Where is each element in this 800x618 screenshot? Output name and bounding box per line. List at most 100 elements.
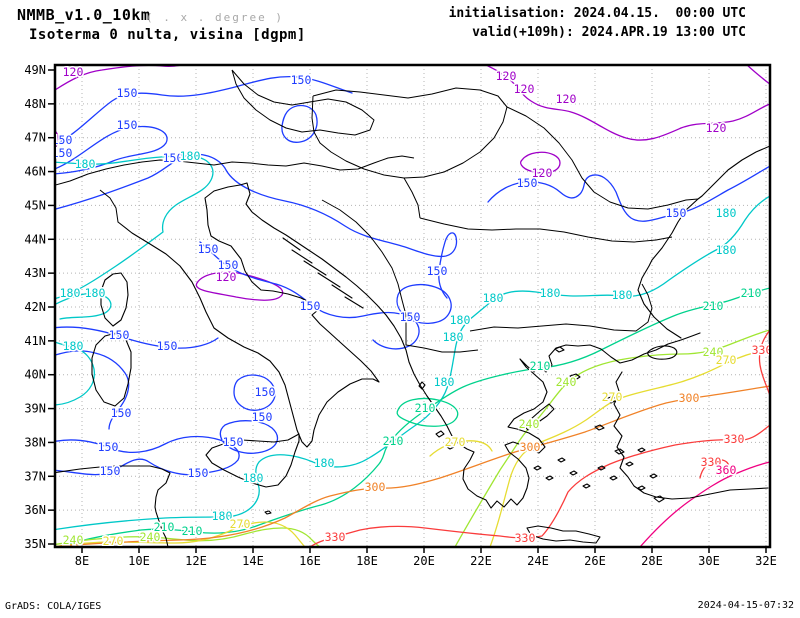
contour-label: 240 <box>63 533 84 547</box>
latitude-label: 38N <box>24 435 46 449</box>
contour-label: 240 <box>703 345 724 359</box>
contour-label: 150 <box>163 151 184 165</box>
contour-label: 150 <box>427 264 448 278</box>
longitude-label: 10E <box>128 554 150 568</box>
contour-label: 180 <box>180 149 201 163</box>
contour-label: 300 <box>679 391 700 405</box>
contour-label: 300 <box>520 440 541 454</box>
border-carpathians <box>506 106 699 210</box>
coast-north-africa <box>56 465 171 546</box>
contour-label: 180 <box>716 243 737 257</box>
latitude-label: 47N <box>24 131 46 145</box>
model-title: NMMB_v1.0_10km <box>17 6 151 24</box>
contour-label: 240 <box>556 375 577 389</box>
contour-label: 180 <box>612 288 633 302</box>
latitude-label: 49N <box>24 63 46 77</box>
initialisation-time: initialisation: 2024.04.15. 00:00 UTC <box>448 6 746 21</box>
longitude-label: 12E <box>185 554 207 568</box>
contour-group-240 <box>56 329 769 546</box>
contour-label: 180 <box>716 206 737 220</box>
latitude-label: 42N <box>24 300 46 314</box>
creation-timestamp: 2024-04-15-07:32 <box>697 600 794 611</box>
contour-label: 210 <box>703 299 724 313</box>
map-frame <box>53 63 772 549</box>
contour-label: 150 <box>52 133 73 147</box>
resolution-note: ( . x . degree ) <box>146 11 284 24</box>
grid-layer <box>56 66 769 546</box>
island-crete <box>526 525 601 544</box>
contour-label: 330 <box>515 531 536 545</box>
island-sardinia <box>91 332 132 407</box>
contour-label: 150 <box>111 406 132 420</box>
contour-label: 120 <box>514 82 535 96</box>
contour-label: 210 <box>182 524 203 538</box>
contour-label: 330 <box>752 343 773 357</box>
contour-label: 210 <box>741 286 762 300</box>
contour-label: 180 <box>540 286 561 300</box>
longitude-label: 32E <box>755 554 777 568</box>
contour-label: 210 <box>530 359 551 373</box>
border-bulgaria-greece <box>469 283 653 332</box>
latitude-label: 48N <box>24 97 46 111</box>
contour-label: 150 <box>52 146 73 160</box>
contour-label: 270 <box>445 435 466 449</box>
contour-label: 270 <box>103 534 124 548</box>
valid-time: valid(+109h): 2024.APR.19 13:00 UTC <box>472 25 746 40</box>
contour-label: 270 <box>716 353 737 367</box>
contour-label: 180 <box>434 375 455 389</box>
contour-label: 330 <box>701 455 722 469</box>
contour-group-180 <box>56 155 769 531</box>
contour-label: 120 <box>216 270 237 284</box>
border-hungary <box>311 87 508 179</box>
contour-label: 180 <box>483 291 504 305</box>
contour-group-210 <box>60 287 769 546</box>
contour-label: 150 <box>98 440 119 454</box>
contour-label: 330 <box>724 432 745 446</box>
contour-label: 150 <box>300 299 321 313</box>
contour-label: 270 <box>602 390 623 404</box>
longitude-label: 26E <box>584 554 606 568</box>
island-corsica <box>100 272 129 327</box>
coastlines-layer <box>56 69 769 546</box>
contour-label: 180 <box>212 509 233 523</box>
axes-layer: 49N 48N 47N 46N 45N 44N 43N 42N 41N 40N 39N 38N 37N 3… <box>24 63 777 568</box>
contour-label: 360 <box>716 463 737 477</box>
border-bohemia <box>231 69 375 136</box>
contour-label: 120 <box>706 121 727 135</box>
contour-label: 180 <box>63 339 84 353</box>
latitude-label: 36N <box>24 503 46 517</box>
contour-label: 210 <box>154 520 175 534</box>
latitude-label: 40N <box>24 368 46 382</box>
longitude-label: 20E <box>413 554 435 568</box>
longitude-label: 28E <box>641 554 663 568</box>
contour-label: 150 <box>117 118 138 132</box>
contour-label: 180 <box>85 286 106 300</box>
coast-turkey-aegean <box>613 371 769 500</box>
contour-label: 240 <box>519 417 540 431</box>
latitude-label: 44N <box>24 232 46 246</box>
contour-label: 150 <box>198 242 219 256</box>
contour-label: 240 <box>140 530 161 544</box>
contour-label: 150 <box>109 328 130 342</box>
contour-label: 180 <box>60 286 81 300</box>
contour-label: 150 <box>218 258 239 272</box>
contour-label: 120 <box>496 69 517 83</box>
island-sicily <box>205 433 300 488</box>
contour-group-360 <box>640 461 769 546</box>
contour-label: 150 <box>666 206 687 220</box>
contour-label: 150 <box>252 410 273 424</box>
longitude-label: 8E <box>75 554 89 568</box>
contour-label: 150 <box>291 73 312 87</box>
longitude-label: 18E <box>356 554 378 568</box>
coast-italy <box>117 182 380 448</box>
contour-label: 150 <box>157 339 178 353</box>
latitude-label: 37N <box>24 469 46 483</box>
border-bosnia <box>321 199 479 353</box>
contour-label: 270 <box>230 517 251 531</box>
border-alps <box>56 155 415 186</box>
contour-group-330 <box>310 330 769 546</box>
latitude-label: 35N <box>24 537 46 551</box>
contour-label: 150 <box>223 435 244 449</box>
contour-group-300 <box>59 385 769 546</box>
